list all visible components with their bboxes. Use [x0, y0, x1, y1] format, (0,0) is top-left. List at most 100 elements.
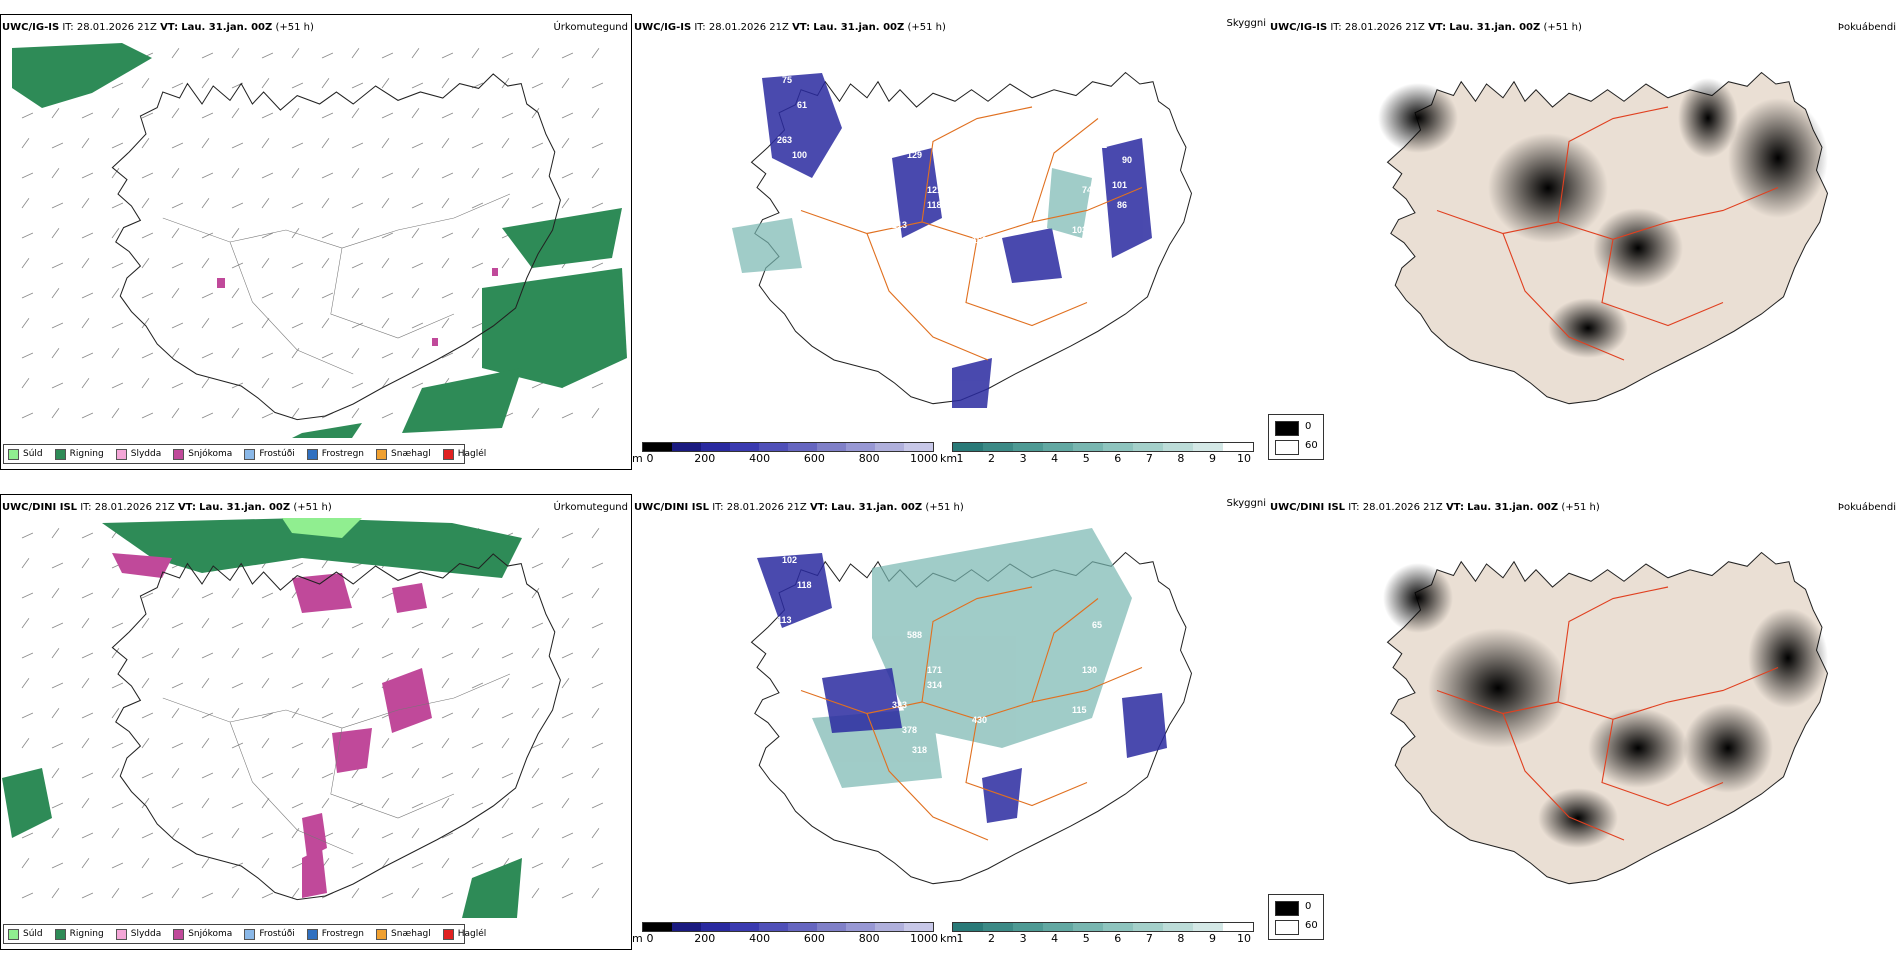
wind-barb	[231, 348, 240, 359]
colorbar-segment	[983, 923, 1013, 931]
wind-barb	[471, 648, 480, 659]
ceiling-value-label: 101	[812, 175, 827, 185]
wind-barb	[531, 888, 540, 899]
wind-barb	[591, 382, 604, 389]
wind-barb	[471, 768, 480, 779]
wind-barb	[441, 138, 450, 149]
wind-barb	[441, 78, 450, 89]
precip-legend: Súld Rigning Slydda Snjókoma Frostúði Frostre…	[3, 924, 486, 944]
wind-barb	[231, 48, 240, 59]
wind-barb	[231, 322, 244, 329]
wind-barb	[111, 648, 120, 659]
legend-item-snjókoma: Snjókoma	[173, 928, 232, 940]
wind-barb	[171, 588, 180, 599]
wind-barb	[81, 618, 90, 629]
wind-barb	[201, 258, 210, 269]
colorbar-segment	[875, 923, 904, 931]
wind-barb	[321, 138, 330, 149]
wind-barb	[381, 618, 390, 629]
ceiling-value-label: 106	[752, 68, 767, 78]
wind-barb	[501, 652, 514, 659]
wind-barb	[261, 678, 270, 689]
legend-item-frostregn: Frostregn	[306, 928, 364, 940]
wind-barb	[261, 112, 274, 119]
wind-barb	[471, 622, 484, 629]
legend-label: Snjókoma	[188, 449, 233, 459]
ceiling-colorbar: m 0 200 400 600 800 1000	[632, 922, 938, 952]
visibility-panel: UWC/IG-IS IT: 28.01.2026 21Z VT: Lau. 31…	[632, 8, 1268, 483]
colorbar-tick: 5	[1082, 932, 1090, 945]
wind-barb	[81, 832, 94, 839]
colorbar-tick: 0	[646, 452, 654, 465]
panel-header: UWC/IG-IS IT: 28.01.2026 21Z VT: Lau. 31…	[1270, 22, 1582, 33]
visibility-unit: km	[940, 452, 958, 465]
ceiling-value-label: 160	[972, 235, 987, 245]
wind-barb	[501, 172, 514, 179]
wind-barb	[51, 168, 60, 179]
ceiling-value-label: 69	[742, 525, 752, 535]
it-label: IT:	[1330, 22, 1342, 33]
colorbar-tick: 0	[646, 932, 654, 945]
wind-barb	[471, 288, 480, 299]
wind-barb	[411, 348, 420, 359]
legend-swatch	[8, 928, 19, 940]
panel-header: UWC/DINI ISL IT: 28.01.2026 21Z VT: Lau.…	[2, 502, 332, 513]
wind-barb	[51, 682, 64, 689]
wind-barb	[441, 712, 454, 719]
legend-item-rigning: Rigning	[54, 448, 104, 460]
wind-barb	[21, 172, 34, 179]
ceiling-value-label: 117	[942, 320, 957, 330]
wind-barb	[441, 892, 454, 899]
wind-barb	[351, 382, 364, 389]
map-frame	[0, 14, 632, 470]
wind-barb	[441, 352, 454, 359]
wind-barb	[111, 382, 124, 389]
colorbar-segment	[846, 443, 875, 451]
wind-barb	[51, 408, 60, 419]
wind-barb	[261, 738, 270, 749]
ceiling-value-label: 118	[927, 200, 942, 210]
wind-barb	[381, 138, 390, 149]
wind-barb	[111, 588, 120, 599]
legend-swatch	[306, 928, 318, 940]
colorbar-segment	[904, 923, 933, 931]
wind-barb	[141, 832, 154, 839]
colorbar-segment	[701, 443, 730, 451]
wind-barb	[561, 652, 574, 659]
ceiling-value-label: 546	[1062, 730, 1077, 740]
wind-barb	[111, 742, 124, 749]
wind-barb	[471, 348, 480, 359]
colorbar-tick: 6	[1114, 932, 1122, 945]
wind-barb	[81, 738, 90, 749]
legend-item-frostúði: Frostúði	[244, 448, 295, 460]
wind-barb	[81, 198, 90, 209]
wind-barb	[561, 832, 574, 839]
wind-barb	[111, 408, 120, 419]
wind-barb	[201, 172, 214, 179]
colorbar-segment	[1073, 923, 1103, 931]
wind-barb	[171, 262, 184, 269]
wind-barb	[471, 322, 484, 329]
colorbar-segment	[730, 443, 759, 451]
wind-barb	[531, 828, 540, 839]
wind-barb	[291, 742, 304, 749]
wind-barb	[81, 172, 94, 179]
it-value: 28.01.2026 21Z	[1344, 22, 1425, 33]
wind-barb	[111, 228, 120, 239]
ceiling-value-label: 121	[927, 185, 942, 195]
wind-barb	[291, 562, 304, 569]
wind-barb	[171, 48, 180, 59]
wind-barb	[111, 262, 124, 269]
wind-barb	[441, 52, 454, 59]
it-label: IT:	[694, 22, 706, 33]
wind-barb	[321, 378, 330, 389]
wind-barb	[441, 738, 450, 749]
ceiling-value-label: 171	[927, 665, 942, 675]
wind-barb	[231, 142, 244, 149]
model-name: UWC/DINI ISL	[2, 502, 78, 513]
wind-barb	[141, 138, 150, 149]
wind-barb	[201, 78, 210, 89]
wind-barb	[351, 888, 360, 899]
wind-barb	[351, 588, 360, 599]
wind-barb	[381, 112, 394, 119]
